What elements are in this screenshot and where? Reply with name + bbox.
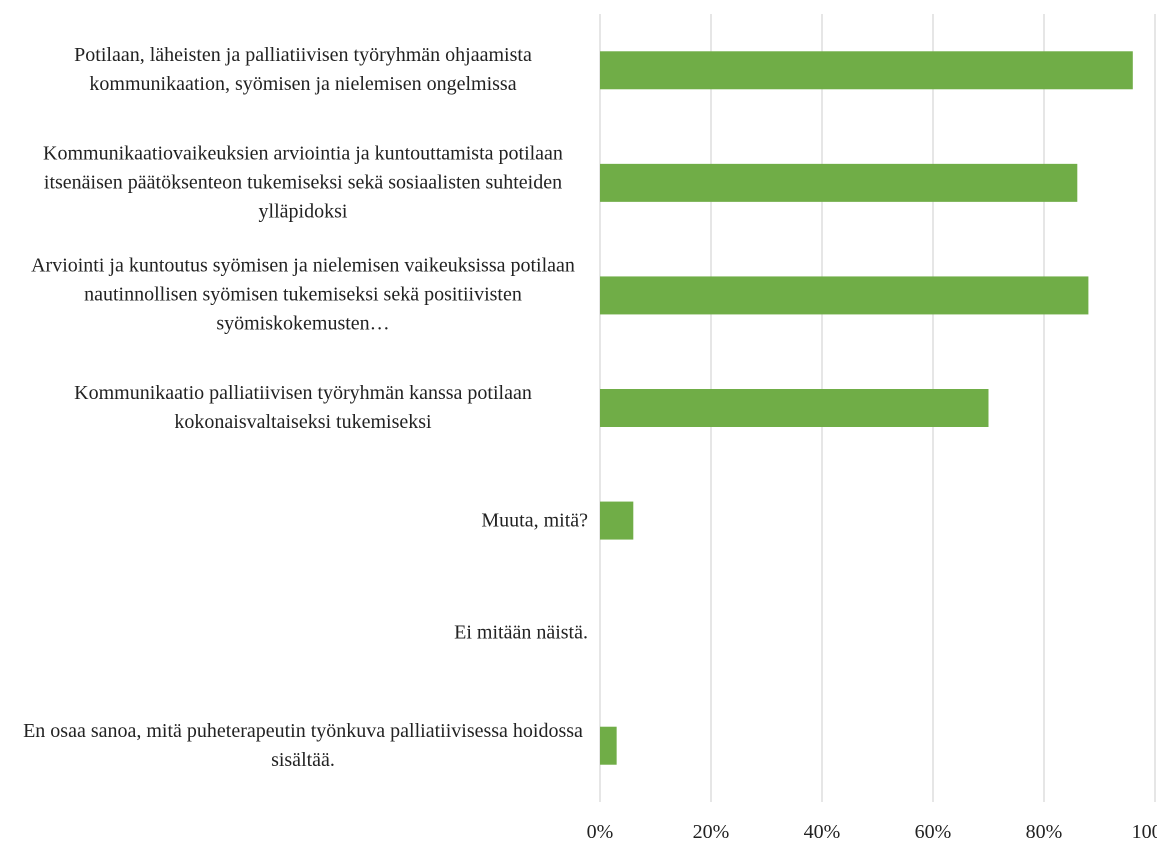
y-tick-label: Potilaan, läheisten ja palliatiivisen ty… [74,44,532,96]
y-tick-label: Kommunikaatio palliatiivisen työryhmän k… [74,382,532,433]
y-tick-label: Muuta, mitä? [481,509,588,532]
bar [600,276,1089,315]
bar [600,51,1133,90]
x-tick-label: 60% [915,821,952,841]
y-tick-label: Ei mitään näistä. [454,621,588,644]
x-tick-label: 80% [1026,821,1063,841]
x-tick-label: 0% [587,821,614,841]
y-tick-label: Arviointi ja kuntoutus syömisen ja niele… [31,254,575,335]
x-tick-label: 100% [1132,821,1157,841]
bar [600,501,634,540]
x-tick-label: 20% [693,821,730,841]
bar [600,163,1078,202]
bar [600,389,989,427]
y-tick-label: En osaa sanoa, mitä puheterapeutin työnk… [23,719,583,771]
y-tick-label: Kommunikaatiovaikeuksien arviointia ja k… [43,142,563,223]
x-tick-label: 40% [804,821,841,841]
bar [600,726,617,765]
